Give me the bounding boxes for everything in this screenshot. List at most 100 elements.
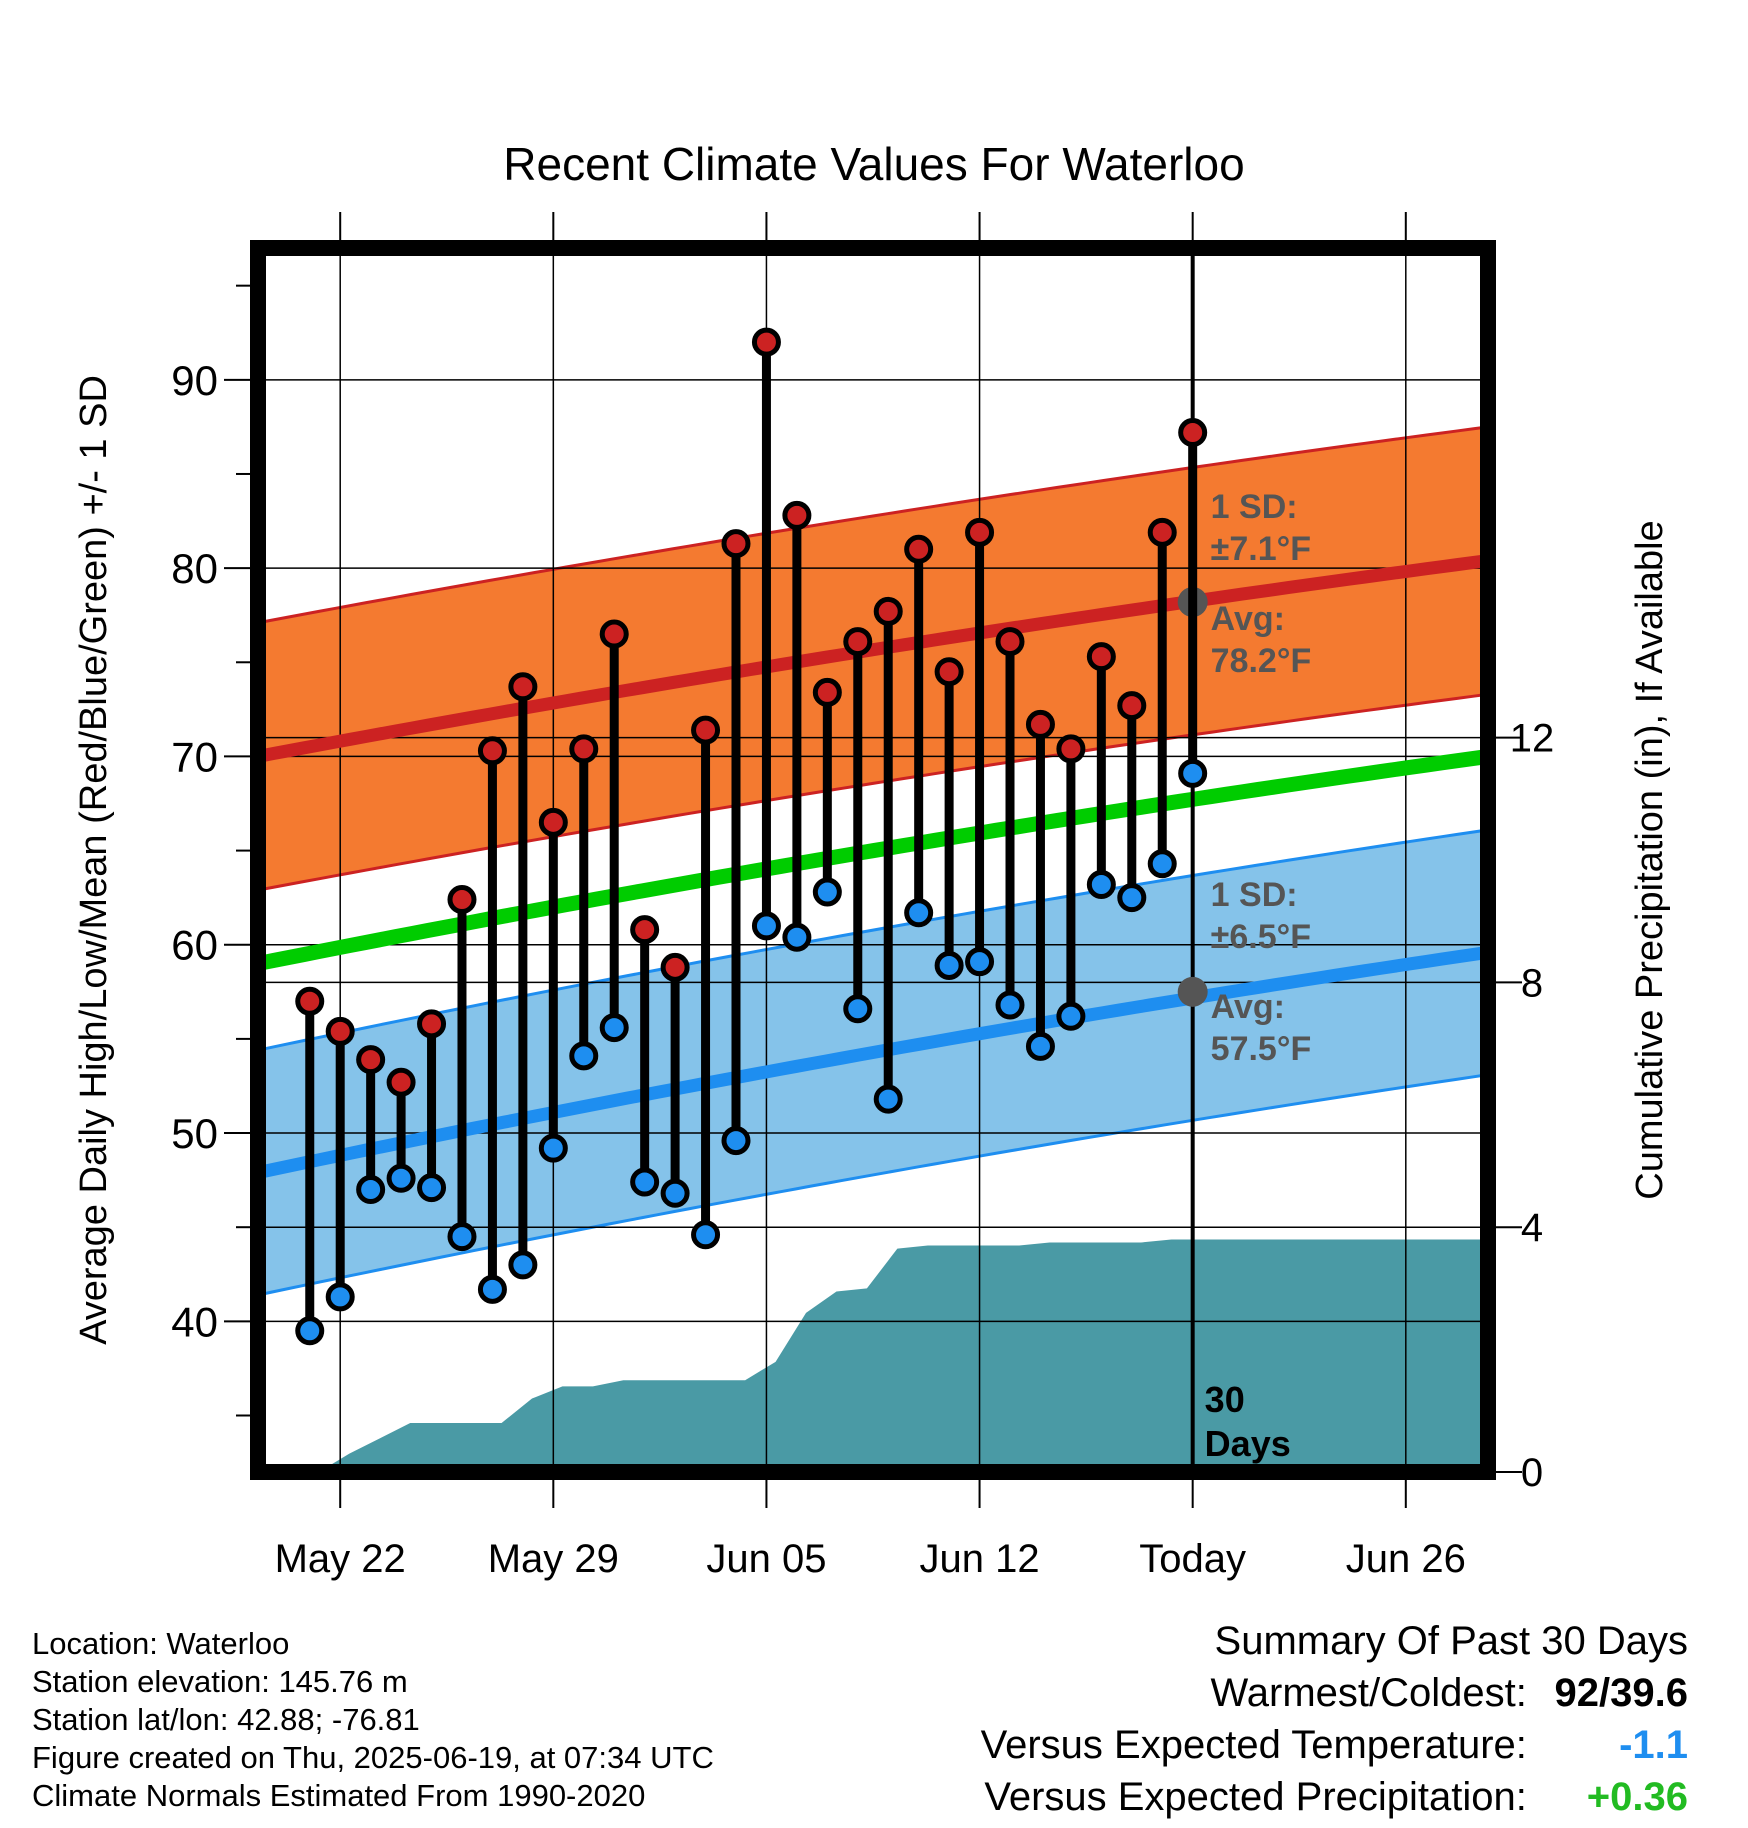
- x-tick-label: May 29: [488, 1537, 619, 1581]
- obs-low-point: [630, 1167, 660, 1197]
- obs-high-point: [843, 627, 873, 657]
- y-axis-label: Average Daily High/Low/Mean (Red/Blue/Gr…: [73, 375, 115, 1345]
- obs-low-point: [1178, 758, 1208, 788]
- obs-low-point: [417, 1173, 447, 1203]
- obs-low-point: [721, 1126, 751, 1156]
- obs-high-point: [417, 1009, 447, 1039]
- precip-overlay-number: 30: [1205, 1379, 1245, 1420]
- x-tick-label: Jun 05: [706, 1537, 826, 1581]
- obs-low-point: [1086, 869, 1116, 899]
- obs-low-point: [1025, 1031, 1055, 1061]
- obs-high-point: [569, 734, 599, 764]
- y-tick-label-60: 60: [171, 922, 218, 969]
- obs-high-point: [1025, 709, 1055, 739]
- x-tick-label: Jun 12: [920, 1537, 1040, 1581]
- obs-high-point: [904, 534, 934, 564]
- summary-title: Summary Of Past 30 Days: [1214, 1619, 1688, 1663]
- y2-tick-label-4: 4: [1521, 1206, 1543, 1250]
- x-axis-label: Day: [837, 1595, 908, 1600]
- obs-high-point: [782, 500, 812, 530]
- high-sd-lower-edge: [257, 692, 1489, 892]
- summary-temp-row: Versus Expected Temperature: -1.1: [981, 1719, 1688, 1771]
- info-location: Location: Waterloo: [32, 1626, 290, 1661]
- x-tick-label: Today: [1139, 1537, 1246, 1581]
- summary-temp-value: -1.1: [1619, 1723, 1688, 1767]
- obs-low-point: [965, 947, 995, 977]
- obs-high-point: [325, 1016, 355, 1046]
- low-sd-label: 1 SD:: [1211, 876, 1298, 914]
- obs-high-point: [508, 672, 538, 702]
- obs-low-point: [295, 1316, 325, 1346]
- obs-high-point: [1117, 691, 1147, 721]
- obs-low-point: [538, 1133, 568, 1163]
- obs-low-point: [995, 990, 1025, 1020]
- climate-chart: Recent Climate Values For Waterloo 1 SD:…: [73, 138, 1671, 1600]
- obs-low-point: [599, 1013, 629, 1043]
- obs-low-point: [325, 1282, 355, 1312]
- obs-high-point: [599, 619, 629, 649]
- obs-high-point: [873, 596, 903, 626]
- obs-low-point: [386, 1163, 416, 1193]
- y-tick-label-80: 80: [171, 545, 218, 592]
- obs-low-point: [691, 1220, 721, 1250]
- obs-high-point: [1086, 642, 1116, 672]
- obs-high-point: [721, 529, 751, 559]
- summary-warmest-row: Warmest/Coldest: 92/39.6: [981, 1667, 1689, 1719]
- obs-low-point: [508, 1250, 538, 1280]
- obs-high-point: [447, 885, 477, 915]
- info-normals: Climate Normals Estimated From 1990-2020: [32, 1778, 646, 1813]
- obs-high-point: [934, 657, 964, 687]
- obs-high-point: [477, 736, 507, 766]
- high-sd-value: ±7.1°F: [1211, 530, 1311, 568]
- normal-high-line: [256, 554, 1489, 763]
- obs-low-point: [812, 877, 842, 907]
- x-tick-label: May 22: [275, 1537, 406, 1581]
- plot-area: [256, 248, 1490, 1472]
- y2-tick-label-12: 12: [1510, 717, 1555, 761]
- summary-warmest-value: 92/39.6: [1554, 1671, 1688, 1715]
- obs-high-point: [691, 715, 721, 745]
- low-sd-value: ±6.5°F: [1211, 918, 1311, 956]
- obs-low-point: [569, 1041, 599, 1071]
- obs-high-point: [538, 807, 568, 837]
- info-elevation: Station elevation: 145.76 m: [32, 1664, 408, 1699]
- summary-panel: Summary Of Past 30 Days Warmest/Coldest:…: [981, 1615, 1688, 1823]
- obs-high-point: [1056, 734, 1086, 764]
- obs-high-point: [630, 915, 660, 945]
- today-low-avg-dot: [1177, 976, 1208, 1007]
- summary-precip-value: +0.36: [1586, 1775, 1688, 1819]
- low-sd-band: [258, 829, 1488, 1295]
- obs-low-point: [873, 1084, 903, 1114]
- obs-high-point: [965, 517, 995, 547]
- high-avg-label: Avg:: [1211, 600, 1285, 638]
- summary-precip-row: Versus Expected Precipitation: +0.36: [981, 1771, 1688, 1823]
- y2-tick-label-8: 8: [1521, 961, 1543, 1005]
- obs-high-point: [1147, 517, 1177, 547]
- obs-high-point: [995, 627, 1025, 657]
- obs-low-point: [356, 1175, 386, 1205]
- info-latlon: Station lat/lon: 42.88; -76.81: [32, 1702, 420, 1737]
- y-tick-label-50: 50: [171, 1110, 218, 1157]
- obs-low-point: [660, 1178, 690, 1208]
- obs-low-point: [843, 994, 873, 1024]
- obs-high-point: [386, 1067, 416, 1097]
- low-avg-label: Avg:: [1211, 988, 1285, 1026]
- obs-high-point: [356, 1045, 386, 1075]
- high-sd-upper-edge: [257, 425, 1489, 625]
- obs-low-point: [477, 1274, 507, 1304]
- obs-high-point: [660, 952, 690, 982]
- plot-frame: [250, 240, 1496, 1480]
- y2-tick-label-0: 0: [1521, 1451, 1543, 1495]
- obs-high-point: [812, 677, 842, 707]
- observations: [295, 327, 1208, 1346]
- high-avg-value: 78.2°F: [1211, 642, 1312, 680]
- low-sd-lower-edge: [257, 1073, 1489, 1297]
- station-info: Location: Waterloo Station elevation: 14…: [32, 1625, 714, 1815]
- obs-low-point: [447, 1222, 477, 1252]
- y-tick-label-90: 90: [171, 357, 218, 404]
- y2-axis-label: Cumulative Precipitation (in), If Availa…: [1629, 520, 1671, 1199]
- y-tick-label-70: 70: [171, 733, 218, 780]
- obs-low-point: [904, 898, 934, 928]
- summary-precip-label: Versus Expected Precipitation:: [984, 1775, 1527, 1819]
- obs-high-point: [295, 986, 325, 1016]
